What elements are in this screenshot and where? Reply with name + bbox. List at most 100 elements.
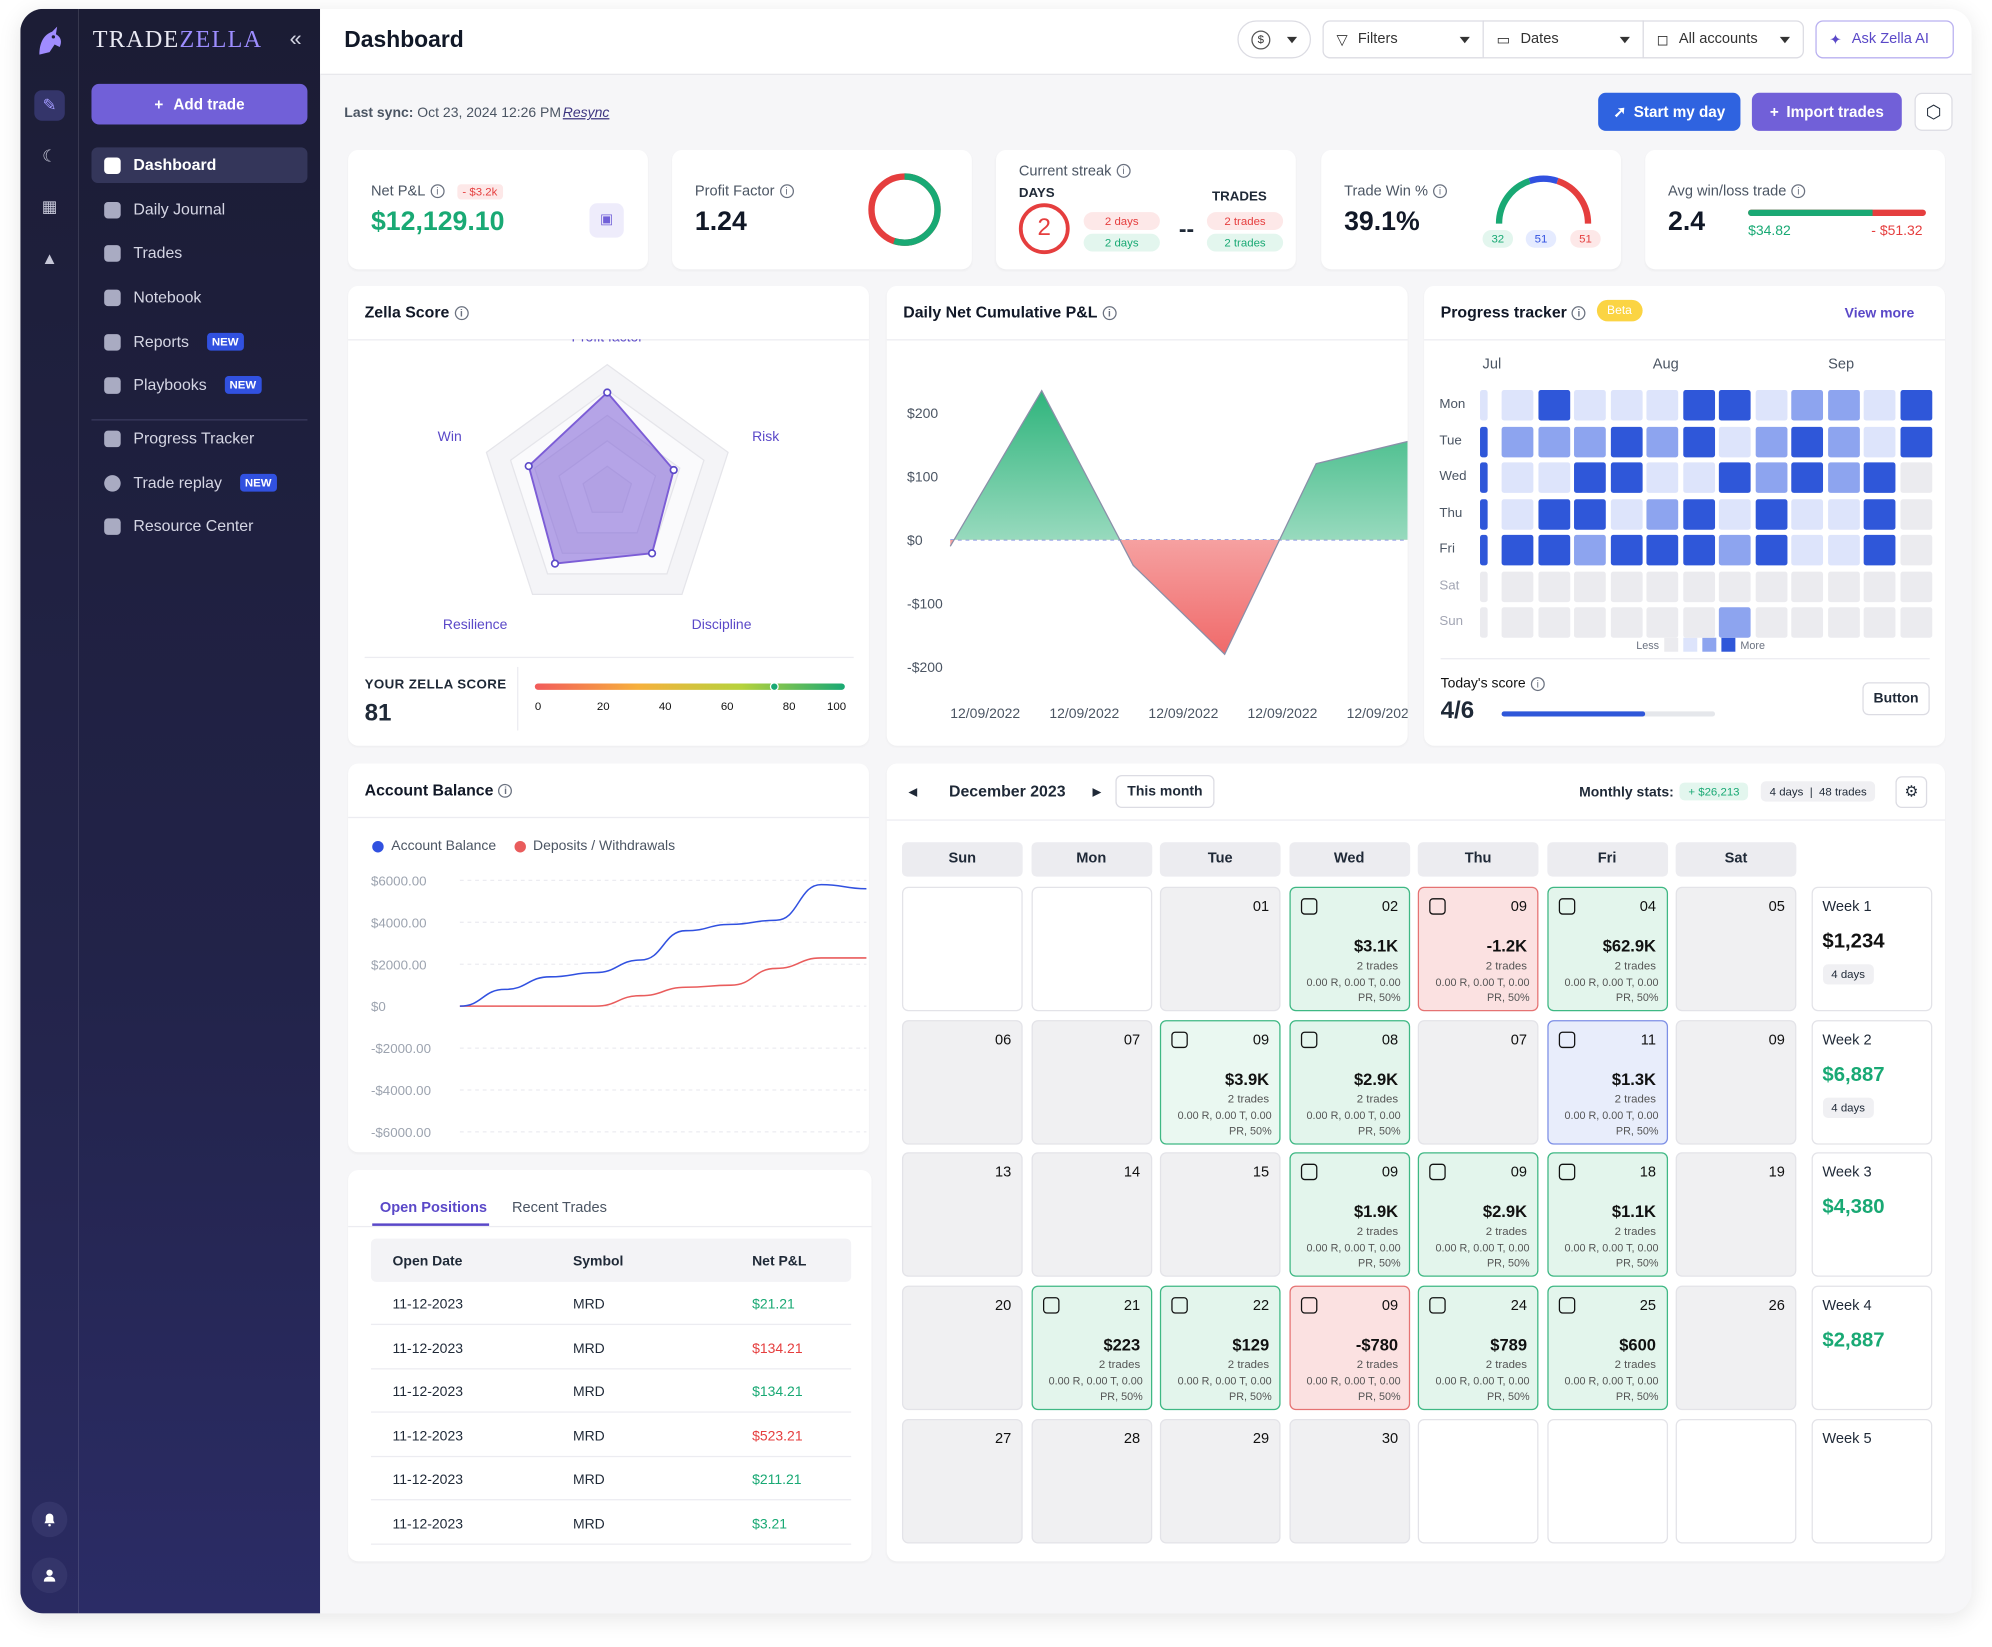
calendar-day-cell[interactable]: 30	[1288, 1418, 1410, 1544]
calendar-day-cell[interactable]: 29	[1159, 1418, 1281, 1544]
progress-tracker-button[interactable]: Button	[1862, 682, 1930, 716]
nav-progress-tracker[interactable]: Progress Tracker	[91, 421, 307, 457]
chevron-down-icon	[1459, 36, 1470, 43]
moon-icon[interactable]: ☾	[42, 146, 57, 166]
calendar-day-cell[interactable]	[1030, 886, 1152, 1012]
prev-month-icon[interactable]: ◀	[908, 785, 918, 798]
calendar-day-cell[interactable]: 26	[1675, 1285, 1797, 1411]
edit-icon[interactable]: ✎	[34, 90, 65, 121]
calendar-day-cell[interactable]: 11 $1.3K 2 trades 0.00 R, 0.00 T, 0.00 PR, 5…	[1546, 1019, 1668, 1145]
heatmap-cell	[1827, 534, 1860, 566]
zella-radar-chart: Profit factor Risk Discipline Resilience Win	[438, 339, 780, 632]
ask-zella-ai-button[interactable]: ✦ Ask Zella AI	[1815, 20, 1954, 59]
start-my-day-button[interactable]: ➚ Start my day	[1598, 92, 1741, 131]
view-more-link[interactable]: View more	[1844, 306, 1915, 322]
nav-playbooks[interactable]: Playbooks NEW	[91, 367, 307, 403]
calendar-day-cell[interactable]: 09 -1.2K 2 trades 0.00 R, 0.00 T, 0.00 PR, 5…	[1417, 886, 1539, 1012]
table-row[interactable]: 11-12-2023 MRD $134.21	[370, 1370, 852, 1413]
tab-recent-trades[interactable]: Recent Trades	[511, 1200, 607, 1216]
tab-open-positions[interactable]: Open Positions	[379, 1200, 487, 1216]
calendar-day-cell[interactable]	[901, 886, 1023, 1012]
calendar-day-cell[interactable]: 09 -$780 2 trades 0.00 R, 0.00 T, 0.00 PR, 5…	[1288, 1285, 1410, 1411]
day-stats: 0.00 R, 0.00 T, 0.00 PR, 50%	[1164, 1107, 1272, 1137]
add-trade-button[interactable]: + Add trade	[91, 83, 308, 125]
nav-resource-center[interactable]: Resource Center	[91, 508, 307, 544]
day-stat-line: 0.00 R, 0.00 T, 0.00	[1435, 1241, 1530, 1255]
calendar-day-cell[interactable]: 27	[901, 1418, 1023, 1544]
calendar-day-cell[interactable]: 20	[901, 1285, 1023, 1411]
heatmap-cell	[1480, 462, 1488, 493]
heatmap-cell	[1682, 462, 1715, 493]
import-trades-button[interactable]: + Import trades	[1751, 92, 1902, 131]
calendar-day-cell[interactable]: 28	[1030, 1418, 1152, 1544]
calendar-day-cell[interactable]: 07	[1417, 1019, 1539, 1145]
balance-y-tick: -$4000.00	[371, 1083, 431, 1098]
day-number: 22	[1252, 1298, 1270, 1314]
day-stat-line: PR, 50%	[1615, 990, 1659, 1004]
calendar-day-cell[interactable]: 21 $223 2 trades 0.00 R, 0.00 T, 0.00 PR, 50…	[1030, 1285, 1152, 1411]
nav-daily-journal[interactable]: Daily Journal	[91, 192, 307, 228]
graduation-cap-icon[interactable]: ▲	[41, 248, 58, 268]
day-trade-count: 2 trades	[1614, 959, 1656, 972]
nav-trade-replay[interactable]: Trade replay NEW	[91, 465, 307, 501]
table-row[interactable]: 11-12-2023 MRD $134.21	[370, 1326, 852, 1369]
resync-link[interactable]: Resync	[562, 105, 610, 121]
calendar-day-cell[interactable]	[1675, 1418, 1797, 1544]
nav-notebook[interactable]: Notebook	[91, 279, 307, 315]
unicorn-logo-icon[interactable]	[32, 24, 68, 60]
calendar-day-cell[interactable]: 14	[1030, 1152, 1152, 1278]
win-rate-gauge	[1495, 175, 1592, 224]
calendar-day-cell[interactable]: 09 $1.9K 2 trades 0.00 R, 0.00 T, 0.00 PR, 5…	[1288, 1152, 1410, 1278]
cum-negative-area	[950, 539, 1408, 655]
bell-icon[interactable]	[31, 1501, 68, 1538]
calendar-day-cell[interactable]: 04 $62.9K 2 trades 0.00 R, 0.00 T, 0.00 PR, …	[1546, 886, 1668, 1012]
calendar-day-cell[interactable]: 18 $1.1K 2 trades 0.00 R, 0.00 T, 0.00 PR, 5…	[1546, 1152, 1668, 1278]
calendar-day-cell[interactable]: 09	[1675, 1019, 1797, 1145]
cube-icon[interactable]: ⬡	[1914, 92, 1953, 131]
calendar-day-cell[interactable]	[1546, 1418, 1668, 1544]
dates-dropdown[interactable]: ▭ Dates	[1482, 20, 1644, 59]
calendar-grid-icon[interactable]: ▦	[41, 196, 58, 216]
day-number: 29	[1252, 1431, 1270, 1447]
net-pnl-cell: $211.21	[752, 1472, 802, 1489]
calendar-day-cell[interactable]: 08 $2.9K 2 trades 0.00 R, 0.00 T, 0.00 PR, 5…	[1288, 1019, 1410, 1145]
nav-trades[interactable]: Trades	[91, 235, 307, 271]
this-month-button[interactable]: This month	[1115, 774, 1215, 808]
calendar-day-cell[interactable]: 25 $600 2 trades 0.00 R, 0.00 T, 0.00 PR, 50…	[1546, 1285, 1668, 1411]
nav-reports[interactable]: Reports NEW	[91, 324, 307, 360]
calendar-day-cell[interactable]: 19	[1675, 1152, 1797, 1278]
calendar-day-cell[interactable]: 09 $3.9K 2 trades 0.00 R, 0.00 T, 0.00 PR, 5…	[1159, 1019, 1281, 1145]
deposits-line	[459, 957, 867, 1007]
calendar-icon	[1558, 898, 1575, 915]
table-row[interactable]: 11-12-2023 MRD $211.21	[370, 1458, 852, 1501]
calendar-day-cell[interactable]: 01	[1159, 886, 1281, 1012]
user-avatar-icon[interactable]	[31, 1557, 68, 1594]
calendar-day-cell[interactable]: 09 $2.9K 2 trades 0.00 R, 0.00 T, 0.00 PR, 5…	[1417, 1152, 1539, 1278]
nav-dashboard[interactable]: Dashboard	[91, 147, 308, 183]
calendar-day-cell[interactable]: 07	[1030, 1019, 1152, 1145]
calendar-day-cell[interactable]: 15	[1159, 1152, 1281, 1278]
zella-score-scale: 0 20 40 60 80 100	[535, 700, 846, 715]
trade-win-value: 39.1%	[1344, 207, 1420, 237]
loss-count: 51	[1570, 229, 1601, 248]
table-row[interactable]: 11-12-2023 MRD $523.21	[370, 1414, 852, 1457]
calendar-day-cell[interactable]: 22 $129 2 trades 0.00 R, 0.00 T, 0.00 PR, 50…	[1159, 1285, 1281, 1411]
table-row[interactable]: 11-12-2023 MRD $3.21	[370, 1502, 852, 1545]
heatmap-cell	[1501, 462, 1534, 493]
lock-box-icon[interactable]: ▣	[589, 203, 624, 238]
currency-select[interactable]: $	[1237, 20, 1312, 59]
calendar-day-cell[interactable]: 24 $789 2 trades 0.00 R, 0.00 T, 0.00 PR, 50…	[1417, 1285, 1539, 1411]
table-row[interactable]: 11-12-2023 MRD $21.21	[370, 1282, 852, 1326]
calendar-settings-icon[interactable]: ⚙	[1895, 776, 1928, 808]
calendar-day-cell[interactable]: 13	[901, 1152, 1023, 1278]
calendar-day-cell[interactable]	[1417, 1418, 1539, 1544]
filters-dropdown[interactable]: ▽ Filters	[1322, 20, 1484, 59]
accounts-dropdown[interactable]: ◻ All accounts	[1642, 20, 1804, 59]
day-stats: 0.00 R, 0.00 T, 0.00 PR, 50%	[1293, 1240, 1401, 1270]
next-month-icon[interactable]: ▶	[1092, 785, 1102, 798]
heatmap-cell	[1827, 607, 1860, 638]
calendar-day-cell[interactable]: 05	[1675, 886, 1797, 1012]
calendar-day-cell[interactable]: 06	[901, 1019, 1023, 1145]
calendar-day-cell[interactable]: 02 $3.1K 2 trades 0.00 R, 0.00 T, 0.00 PR, 5…	[1288, 886, 1410, 1012]
collapse-sidebar-icon[interactable]: «	[289, 26, 302, 51]
